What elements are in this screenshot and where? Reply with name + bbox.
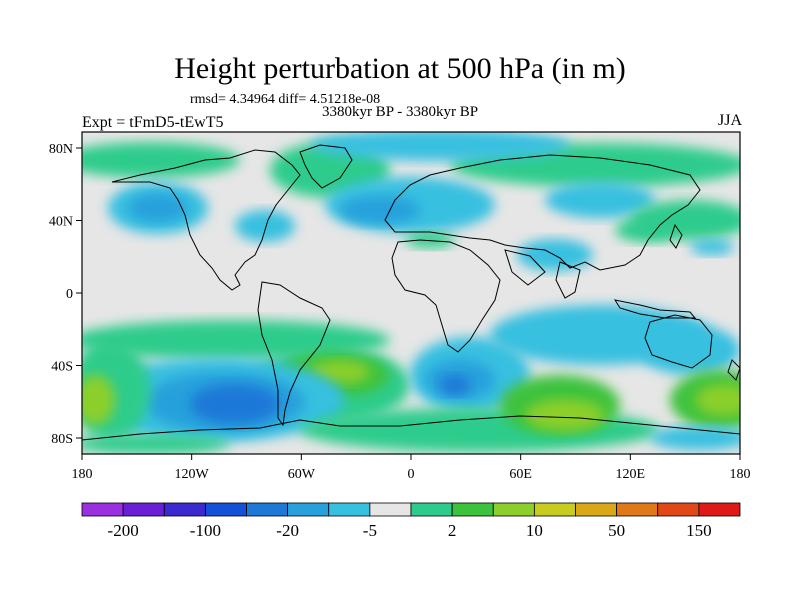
lon-tick-label: 180 <box>730 467 751 482</box>
coast-australia <box>644 314 713 369</box>
blue-america <box>235 210 295 242</box>
longitude-axis: 180 120W 60W 0 60E 120E 180 <box>72 454 751 482</box>
colorbar-label: 2 <box>448 521 457 540</box>
lat-tick-label: 80S <box>51 432 73 447</box>
colorbar-swatch <box>575 502 618 517</box>
season-label: JJA <box>717 112 742 129</box>
lon-tick-label: 60W <box>288 467 316 482</box>
coast-indonesia <box>613 299 697 319</box>
lat-tick-label: 80N <box>49 142 73 157</box>
colorbar-swatch <box>122 502 165 517</box>
lon-tick-label: 0 <box>408 467 415 482</box>
colorbar-label: 150 <box>686 521 712 540</box>
colorbar-label: 50 <box>608 521 625 540</box>
yg-indian-south <box>525 399 605 431</box>
green-band-arctic-west <box>82 142 240 178</box>
colorbar-swatch <box>204 502 247 517</box>
colorbar-swatch <box>451 502 494 517</box>
period-label: 3380kyr BP - 3380kyr BP <box>321 104 479 120</box>
blue-south-africa-core <box>440 375 470 395</box>
colorbar-swatch <box>657 502 700 517</box>
blue-west-pacific <box>690 239 734 255</box>
latitude-axis: 80N 40N 0 40S 80S <box>49 142 82 447</box>
contour-field <box>82 132 740 454</box>
coast-antarctica <box>82 415 740 441</box>
lon-tick-label: 120W <box>175 467 210 482</box>
lat-tick-label: 0 <box>66 287 73 302</box>
blue-europe-core <box>340 196 420 224</box>
colorbar-swatch <box>287 502 330 517</box>
blue-arctic-north <box>310 132 570 161</box>
coast-new-zealand <box>727 359 740 381</box>
colorbar-swatch <box>533 502 576 517</box>
lat-tick-label: 40N <box>49 215 73 230</box>
coastlines <box>82 144 740 441</box>
lon-tick-label: 60E <box>509 467 532 482</box>
map-title: Height perturbation at 500 hPa (in m) <box>174 52 626 85</box>
colorbar-swatch <box>698 502 741 517</box>
colorbar-swatch <box>163 502 206 517</box>
colorbar-swatch <box>616 502 659 517</box>
colorbar-label: -5 <box>363 521 377 540</box>
lon-tick-label: 120E <box>616 467 646 482</box>
coast-arabia <box>504 249 546 286</box>
green-west-edge-south <box>82 375 115 425</box>
colorbar-label: -100 <box>190 521 221 540</box>
colorbar-swatch <box>81 502 124 517</box>
coast-greenland <box>299 144 353 189</box>
green-antarctic-west <box>82 434 230 454</box>
colorbar-swatch <box>410 502 453 517</box>
lat-tick-label: 40S <box>51 360 73 375</box>
coast-japan <box>669 223 683 249</box>
colorbar-swatch <box>328 502 371 517</box>
blue-australia <box>640 325 740 375</box>
green-atlantic-tropical <box>405 232 455 248</box>
colorbar <box>81 502 741 517</box>
green-east-asia <box>615 218 675 242</box>
coast-north-america <box>111 149 301 291</box>
stats-label: rmsd= 4.34964 diff= 4.51218e-08 <box>190 92 381 107</box>
blue-south-pacific-core <box>190 384 280 424</box>
lon-tick-label: 180 <box>72 467 93 482</box>
coast-india <box>555 261 581 299</box>
yg-dateline-south <box>695 384 740 416</box>
colorbar-label: -20 <box>276 521 299 540</box>
coast-south-america <box>257 281 331 427</box>
northern-anomalies <box>82 132 740 271</box>
experiment-label: Expt = tFmD5-tEwT5 <box>82 114 224 131</box>
colorbar-swatch <box>246 502 289 517</box>
colorbar-swatch <box>369 502 412 517</box>
coast-eurasia <box>384 154 701 271</box>
blue-asia <box>545 182 655 218</box>
colorbar-swatch <box>492 502 535 517</box>
colorbar-labels: -200 -100 -20 -5 2 10 50 150 <box>108 521 712 540</box>
colorbar-label: 10 <box>526 521 543 540</box>
coast-africa <box>391 239 501 353</box>
colorbar-label: -200 <box>108 521 139 540</box>
blue-north-pacific-core <box>128 194 188 222</box>
